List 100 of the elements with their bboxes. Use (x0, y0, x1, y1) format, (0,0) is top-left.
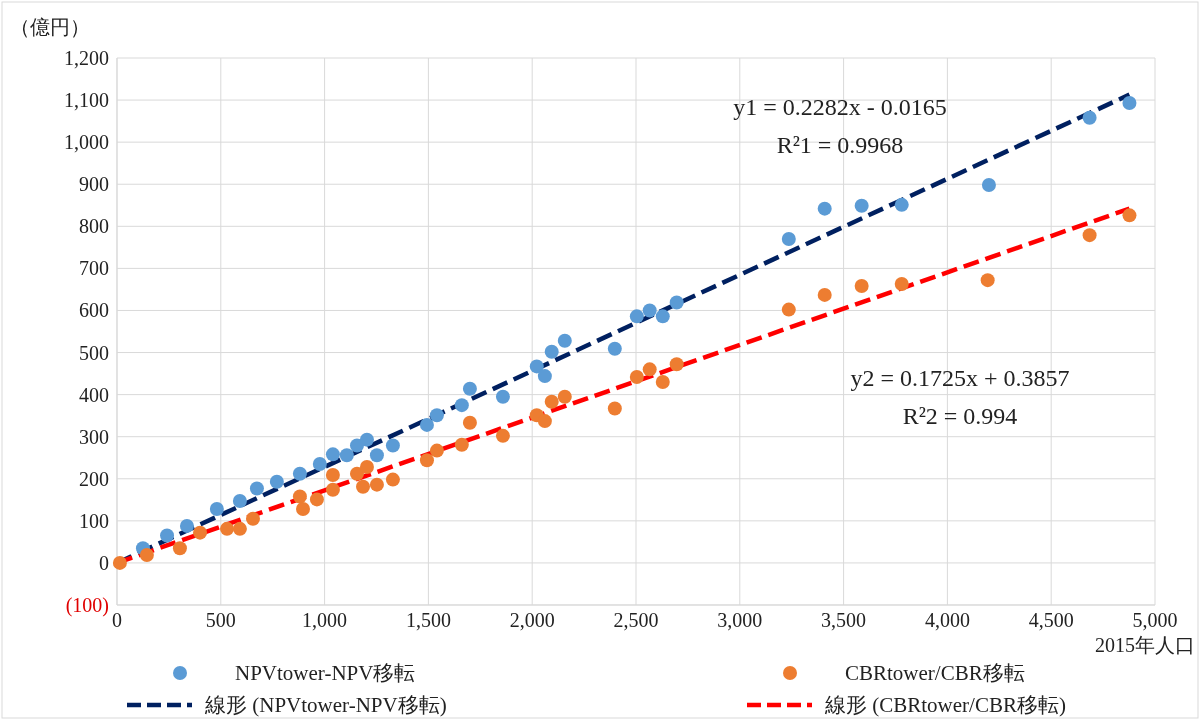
legend-label: 線形 (NPVtower-NPV移転) (204, 693, 447, 717)
point (854, 198, 869, 213)
point (356, 479, 371, 494)
point (894, 197, 909, 212)
point (495, 428, 510, 443)
point (209, 502, 224, 517)
point (817, 287, 832, 302)
y-tick-label: 100 (79, 509, 109, 532)
point (981, 178, 996, 193)
x-axis-title: 2015年人口 (1095, 634, 1195, 656)
x-tick-label: 3,500 (821, 609, 867, 631)
point (854, 279, 869, 294)
y-tick-label: 1,100 (64, 89, 109, 112)
point (1122, 96, 1137, 111)
point (249, 481, 264, 496)
point (309, 492, 324, 507)
point (172, 541, 187, 556)
point (220, 521, 235, 536)
x-tick-label: 4,000 (924, 609, 970, 631)
point (537, 414, 552, 429)
x-tick-label: 2,000 (509, 609, 555, 631)
y-tick-label: 500 (79, 341, 109, 364)
point (462, 415, 477, 430)
point (629, 309, 644, 324)
point (429, 408, 444, 423)
point (232, 494, 247, 509)
point (369, 448, 384, 463)
y-axis-title: （億円） (10, 16, 90, 38)
point (629, 369, 644, 384)
point (607, 341, 622, 356)
point (529, 359, 544, 374)
legend-label: CBRtower/CBR移転 (845, 661, 1025, 685)
point (454, 398, 469, 413)
point (349, 438, 364, 453)
point (179, 518, 194, 533)
point (232, 521, 247, 536)
x-tick-label: 2,500 (613, 609, 659, 631)
point (325, 467, 340, 482)
annotation: y2 = 0.1725x + 0.3857 (850, 365, 1070, 391)
y-tick-label: 600 (79, 299, 109, 322)
y-tick-label: 900 (79, 173, 109, 196)
point (339, 448, 354, 463)
y-tick-label: 700 (79, 257, 109, 280)
point (349, 466, 364, 481)
point (642, 362, 657, 377)
point (359, 432, 374, 447)
point (325, 482, 340, 497)
point (669, 295, 684, 310)
point (817, 201, 832, 216)
point (669, 357, 684, 372)
x-tick-label: 4,500 (1028, 609, 1074, 631)
point (1122, 208, 1137, 223)
y-tick-label: 1,200 (64, 47, 109, 69)
point (385, 438, 400, 453)
point (193, 525, 208, 540)
point (1082, 228, 1097, 243)
point (655, 374, 670, 389)
point (1082, 110, 1097, 125)
point (454, 437, 469, 452)
point (359, 459, 374, 474)
legend-label: 線形 (CBRtower/CBR移転) (824, 693, 1066, 717)
point (385, 472, 400, 487)
point (160, 528, 175, 543)
point (269, 474, 284, 489)
point (655, 309, 670, 324)
annotation: R²1 = 0.9968 (776, 132, 904, 158)
x-tick-label: 5,000 (1132, 609, 1178, 631)
point (369, 477, 384, 492)
y-tick-label: 300 (79, 425, 109, 448)
x-tick-label: 1,500 (405, 609, 451, 631)
x-tick-label: 500 (205, 609, 236, 631)
annotation: y1 = 0.2282x - 0.0165 (733, 94, 947, 120)
x-tick-label: 1,000 (302, 609, 348, 631)
point (419, 417, 434, 432)
point (894, 276, 909, 291)
annotation: R²2 = 0.994 (902, 403, 1018, 429)
legend-label: NPVtower-NPV移転 (235, 661, 416, 685)
point (112, 555, 127, 570)
point (292, 489, 307, 504)
point (139, 547, 154, 562)
y-tick-label: (100) (65, 594, 109, 617)
point (781, 231, 796, 246)
point (325, 447, 340, 462)
point (245, 511, 260, 526)
point (429, 443, 444, 458)
y-tick-label: 800 (79, 215, 109, 238)
y-tick-label: 400 (79, 383, 109, 406)
y-tick-label: 0 (99, 551, 109, 574)
point (557, 389, 572, 404)
x-tick-label: 3,000 (717, 609, 763, 631)
point (419, 453, 434, 468)
point (296, 502, 311, 517)
point (557, 333, 572, 348)
y-tick-label: 1,000 (64, 131, 109, 154)
point (544, 344, 559, 359)
point (495, 389, 510, 404)
point (980, 273, 995, 288)
point (607, 401, 622, 416)
point (292, 466, 307, 481)
point (544, 394, 559, 409)
